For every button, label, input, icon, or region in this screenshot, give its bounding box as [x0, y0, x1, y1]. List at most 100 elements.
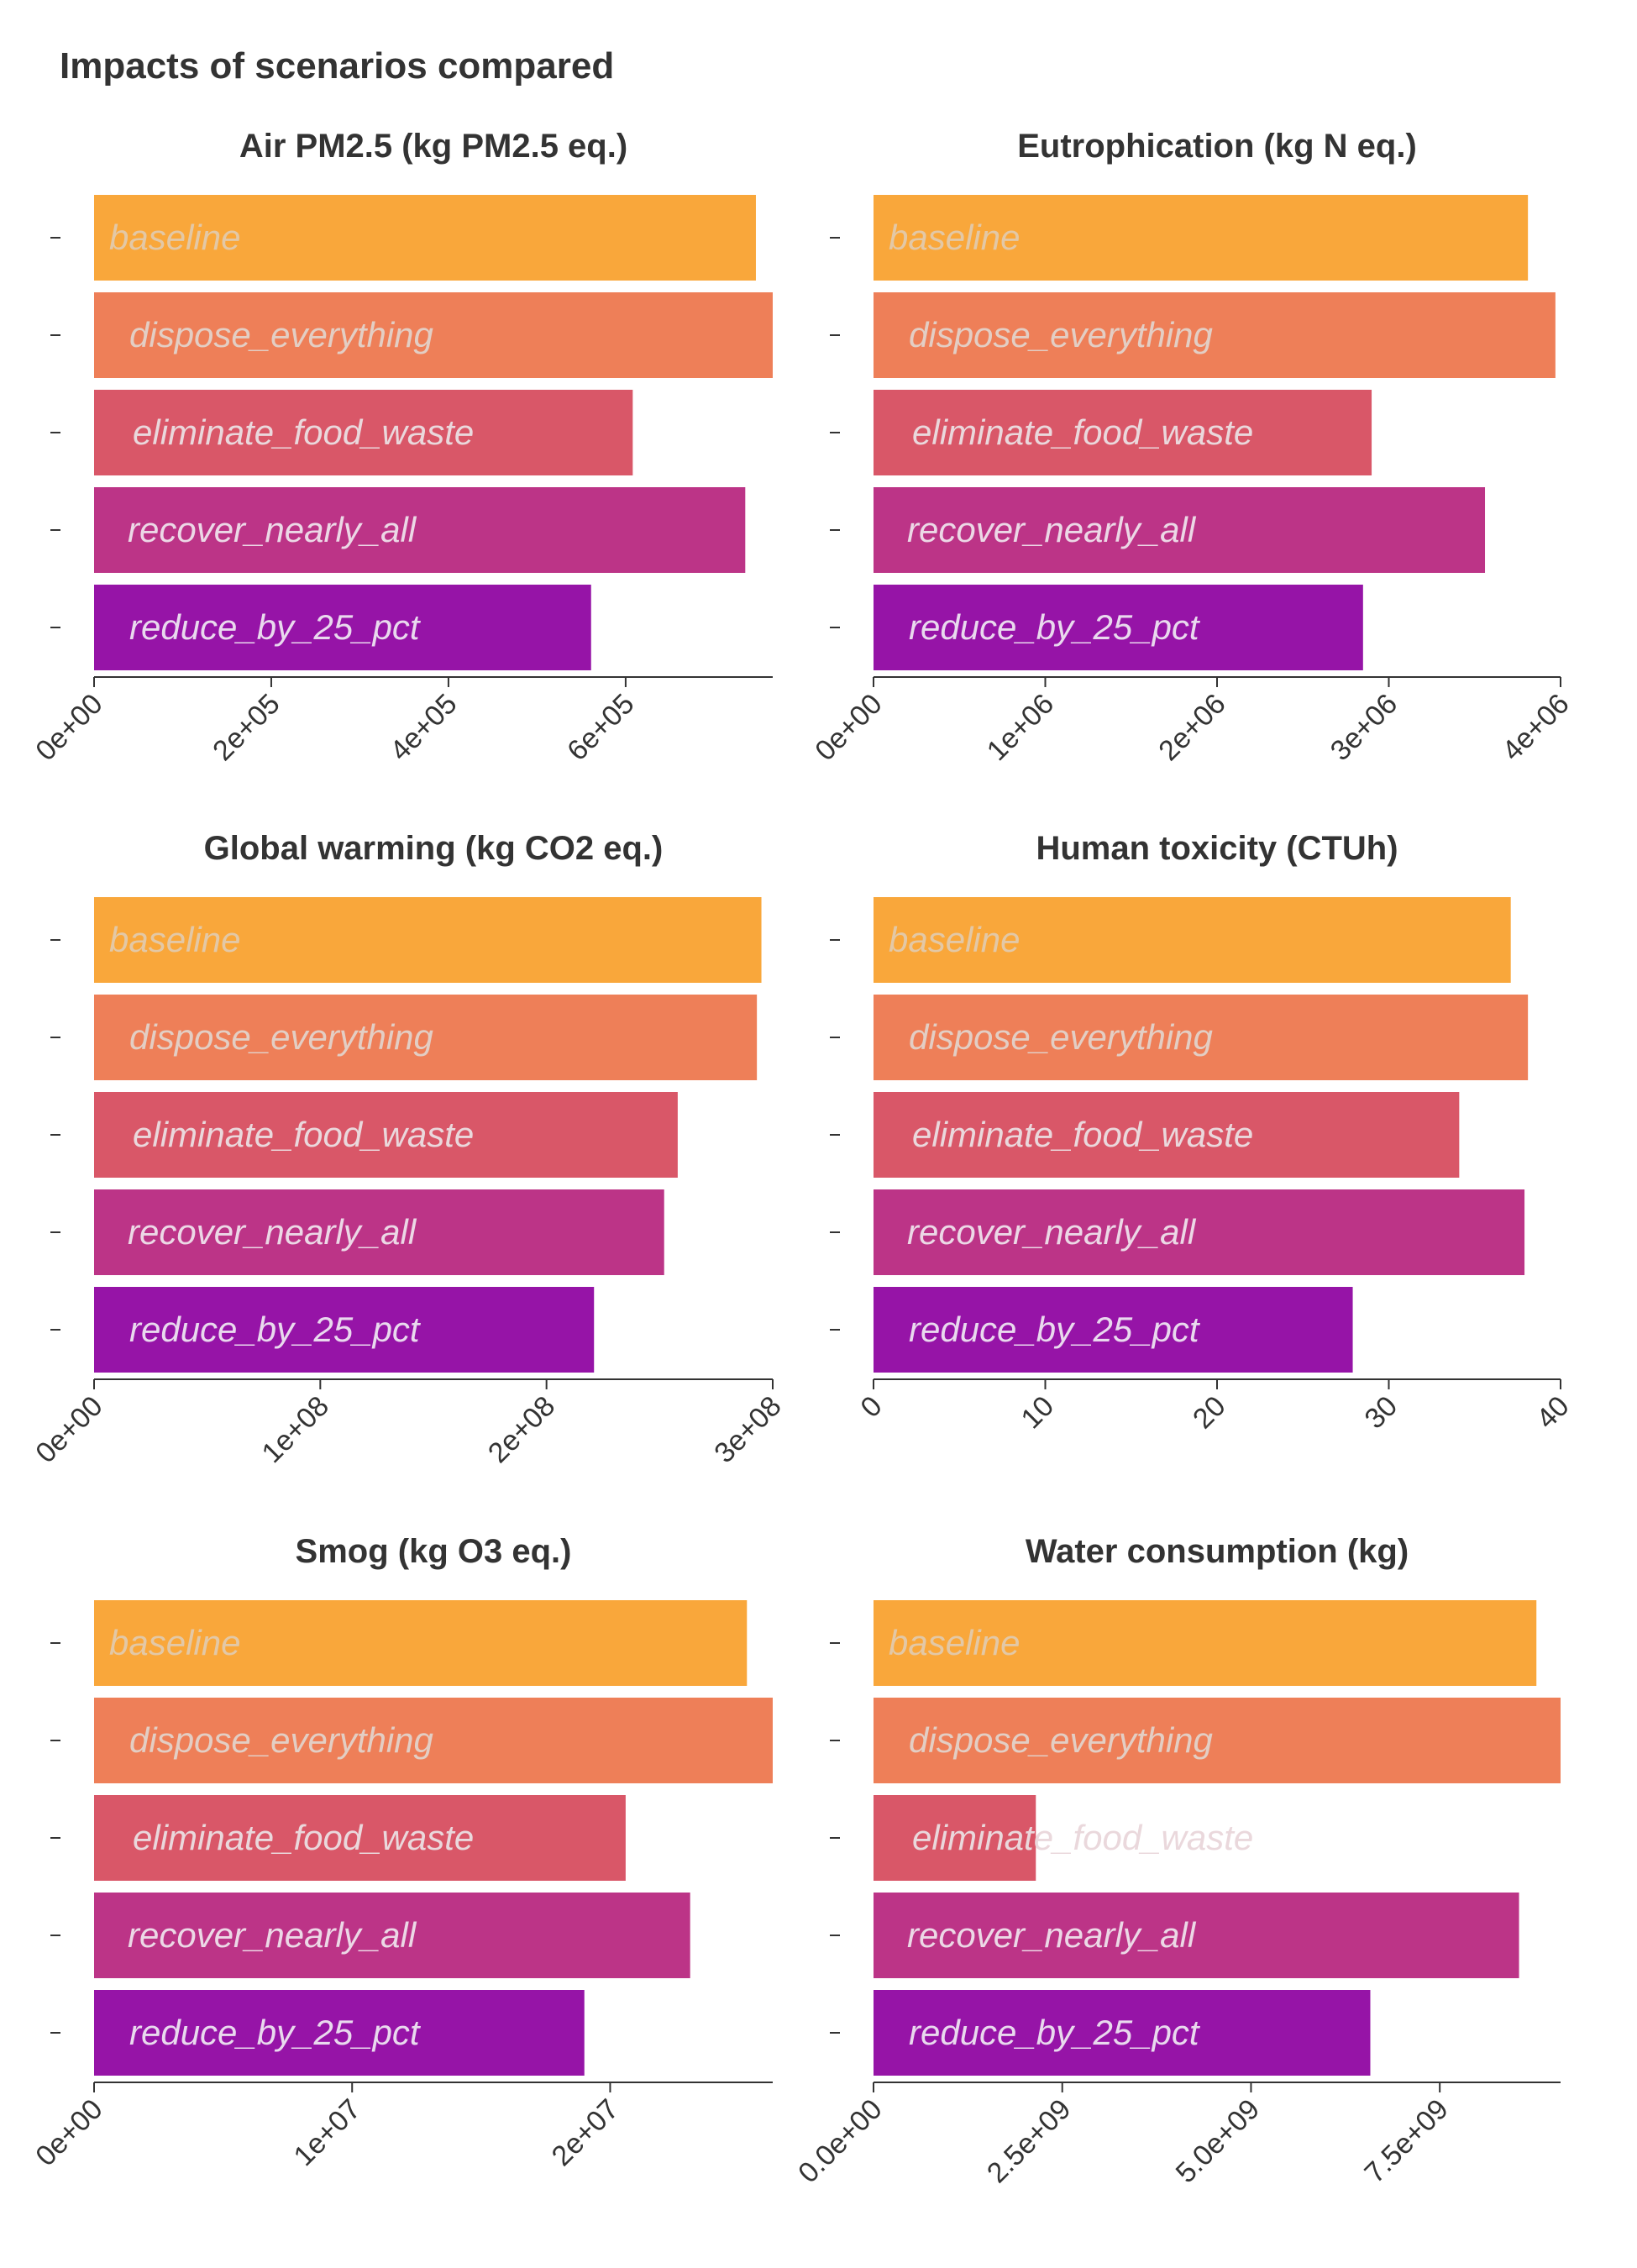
panel-title: Smog (kg O3 eq.)	[296, 1533, 572, 1570]
bar-label: eliminate_food_waste	[133, 1818, 474, 1857]
bar-recover_nearly_all	[874, 487, 1486, 573]
x-tick-label: 0e+00	[29, 688, 108, 767]
bar-reduce_by_25_pct	[94, 1287, 595, 1373]
x-tick-label: 2e+06	[1152, 688, 1231, 767]
bar-label: baseline	[109, 218, 240, 257]
bar-baseline	[94, 195, 756, 281]
bar-dispose_everything	[874, 1698, 1561, 1783]
bar-baseline	[874, 195, 1529, 281]
bar-label: baseline	[889, 218, 1020, 257]
bar-label: recover_nearly_all	[128, 1915, 417, 1955]
x-tick-label: 7.5e+09	[1358, 2093, 1454, 2189]
bar-label: dispose_everything	[909, 1720, 1213, 1760]
panel-4: Human toxicity (CTUh) baseline dispose_eve…	[830, 830, 1576, 1435]
bar-label: eliminate_food_waste	[133, 412, 474, 452]
panel-1: Air PM2.5 (kg PM2.5 eq.) baseline dispose_…	[29, 128, 773, 767]
bar-baseline	[874, 1600, 1537, 1686]
panel-3: Global warming (kg CO2 eq.) baseline dispo…	[29, 830, 787, 1469]
x-tick-label: 3e+06	[1325, 688, 1404, 767]
bar-recover_nearly_all	[94, 487, 746, 573]
bar-label: reduce_by_25_pct	[909, 1310, 1201, 1349]
x-tick-label: 5.0e+09	[1170, 2093, 1266, 2189]
bar-label: baseline	[109, 1623, 240, 1662]
bar-eliminate_food_waste	[94, 390, 633, 475]
bar-baseline	[94, 1600, 748, 1686]
bar-label: eliminate_food_waste	[133, 1115, 474, 1154]
x-tick-label: 0.0e+00	[792, 2093, 888, 2189]
bar-baseline	[94, 897, 762, 983]
bar-label: recover_nearly_all	[907, 1915, 1197, 1955]
panel-title: Water consumption (kg)	[1026, 1533, 1409, 1570]
bar-recover_nearly_all	[94, 1893, 690, 1978]
x-tick-label: 2.5e+09	[981, 2093, 1077, 2189]
bar-baseline	[874, 897, 1511, 983]
x-tick-label: 20	[1187, 1390, 1232, 1436]
bar-eliminate_food_waste	[874, 1795, 1036, 1881]
panel-title: Air PM2.5 (kg PM2.5 eq.)	[239, 128, 627, 165]
x-tick-label: 6e+05	[561, 688, 640, 767]
panel-title: Eutrophication (kg N eq.)	[1017, 128, 1417, 165]
bar-label: reduce_by_25_pct	[129, 2013, 422, 2052]
bar-label: eliminate_food_waste	[912, 1818, 1253, 1857]
bar-label: eliminate_food_waste	[912, 412, 1253, 452]
bar-label: dispose_everything	[909, 1017, 1213, 1057]
bar-label: baseline	[889, 1623, 1020, 1662]
bar-label: baseline	[889, 920, 1020, 959]
x-tick-label: 2e+07	[546, 2093, 625, 2172]
x-tick-label: 2e+05	[207, 688, 286, 767]
bar-dispose_everything	[94, 995, 758, 1080]
bar-label: recover_nearly_all	[907, 1212, 1197, 1252]
bar-recover_nearly_all	[94, 1189, 664, 1275]
bar-eliminate_food_waste	[874, 1092, 1460, 1178]
bar-reduce_by_25_pct	[874, 585, 1363, 670]
bar-reduce_by_25_pct	[874, 1287, 1353, 1373]
bar-label: dispose_everything	[129, 1720, 433, 1760]
bar-label: recover_nearly_all	[128, 510, 417, 549]
bar-reduce_by_25_pct	[94, 1990, 585, 2076]
panel-title: Global warming (kg CO2 eq.)	[204, 830, 664, 867]
bar-dispose_everything	[874, 292, 1556, 378]
x-tick-label: 40	[1530, 1390, 1576, 1436]
x-tick-label: 10	[1015, 1390, 1061, 1436]
bar-label: dispose_everything	[909, 315, 1213, 354]
bar-label: eliminate_food_waste	[912, 1115, 1253, 1154]
x-tick-label: 4e+05	[384, 688, 463, 767]
bar-label: recover_nearly_all	[128, 1212, 417, 1252]
bar-eliminate_food_waste	[874, 390, 1372, 475]
bar-label: reduce_by_25_pct	[129, 1310, 422, 1349]
bar-recover_nearly_all	[874, 1189, 1525, 1275]
bar-label: reduce_by_25_pct	[909, 2013, 1201, 2052]
bar-eliminate_food_waste	[94, 1795, 626, 1881]
bar-label: dispose_everything	[129, 1017, 433, 1057]
bar-label: dispose_everything	[129, 315, 433, 354]
bar-label: reduce_by_25_pct	[129, 607, 422, 647]
x-tick-label: 1e+06	[981, 688, 1060, 767]
panels: Air PM2.5 (kg PM2.5 eq.) baseline dispose_…	[29, 128, 1575, 2189]
x-tick-label: 0e+00	[809, 688, 888, 767]
bar-dispose_everything	[94, 292, 773, 378]
x-tick-label: 0e+00	[29, 1390, 108, 1469]
x-tick-label: 1e+08	[256, 1390, 335, 1469]
panel-5: Smog (kg O3 eq.) baseline dispose_everythi…	[29, 1533, 773, 2172]
x-tick-label: 1e+07	[287, 2093, 366, 2172]
x-tick-label: 30	[1359, 1390, 1404, 1436]
x-tick-label: 4e+06	[1496, 688, 1575, 767]
x-tick-label: 0	[854, 1390, 888, 1424]
figure-title: Impacts of scenarios compared	[60, 45, 614, 87]
bar-eliminate_food_waste	[94, 1092, 678, 1178]
bar-label: recover_nearly_all	[907, 510, 1197, 549]
bar-label: reduce_by_25_pct	[909, 607, 1201, 647]
bar-recover_nearly_all	[874, 1893, 1519, 1978]
x-tick-label: 2e+08	[482, 1390, 561, 1469]
panel-2: Eutrophication (kg N eq.) baseline dispose…	[809, 128, 1575, 767]
panel-title: Human toxicity (CTUh)	[1036, 830, 1398, 867]
bar-reduce_by_25_pct	[94, 585, 591, 670]
bar-dispose_everything	[94, 1698, 773, 1783]
x-tick-label: 3e+08	[708, 1390, 787, 1469]
bar-reduce_by_25_pct	[874, 1990, 1371, 2076]
panel-6: Water consumption (kg) baseline dispose_ev…	[792, 1533, 1561, 2189]
bar-label: baseline	[109, 920, 240, 959]
x-tick-label: 0e+00	[29, 2093, 108, 2172]
bar-dispose_everything	[874, 995, 1529, 1080]
